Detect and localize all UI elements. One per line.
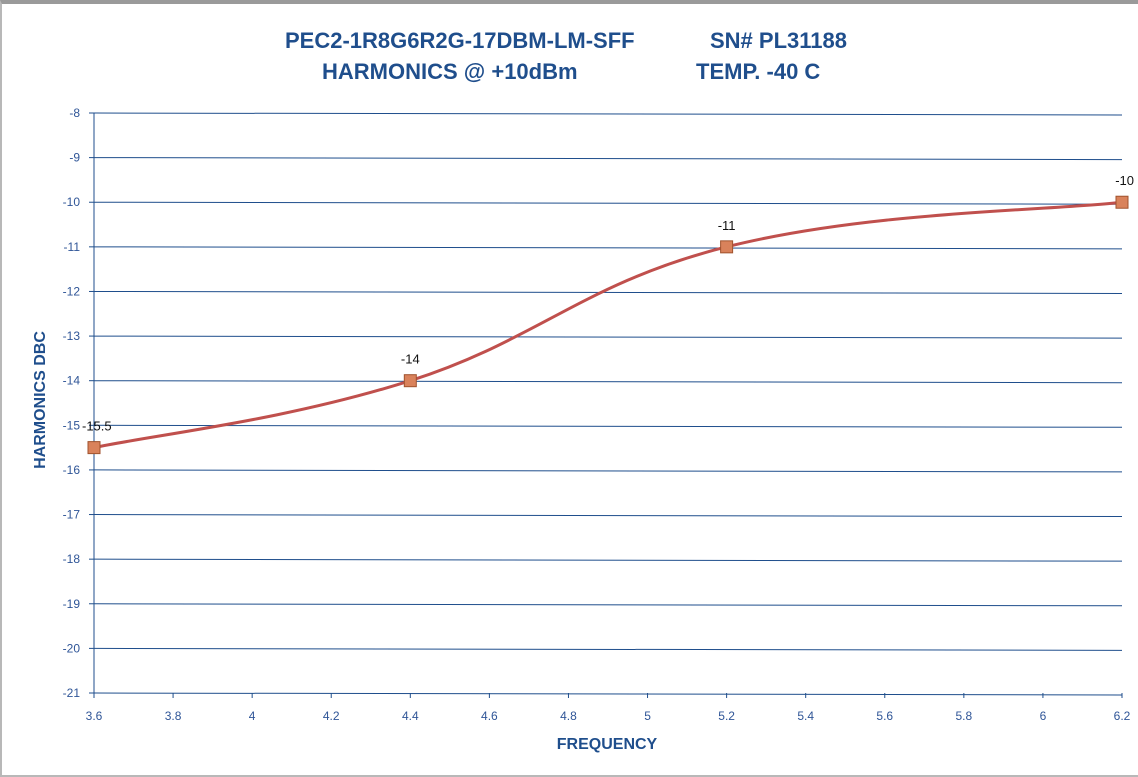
grid-line xyxy=(93,290,1123,294)
x-axis-title: FREQUENCY xyxy=(557,736,658,753)
grid-line xyxy=(93,469,1123,473)
data-label: -15.5 xyxy=(82,419,112,434)
x-tick-label: 4.6 xyxy=(481,709,498,723)
y-tick-label: -16 xyxy=(63,463,81,477)
x-tick-label: 4.2 xyxy=(323,709,340,723)
grid-line xyxy=(93,246,1123,250)
grid-line xyxy=(93,647,1123,651)
x-tick-label: 5.4 xyxy=(797,709,814,723)
y-tick-label: -15 xyxy=(63,418,81,432)
series-layer: -15.5 -14 -11 -10 xyxy=(82,173,1134,455)
y-tick-label: -21 xyxy=(63,686,81,700)
y-tick-label: -17 xyxy=(63,508,81,522)
grid-line xyxy=(93,380,1123,384)
x-tick-label: 5.2 xyxy=(718,709,735,723)
x-tick-label: 6 xyxy=(1040,709,1047,723)
data-point-marker xyxy=(87,441,101,455)
data-point-marker xyxy=(1115,195,1129,209)
data-label: -10 xyxy=(1115,173,1134,188)
chart-title-line2-right: TEMP. -40 C xyxy=(696,59,820,84)
y-tick-label: -20 xyxy=(63,641,81,655)
grid-line xyxy=(93,692,1123,696)
y-tick-label: -12 xyxy=(63,284,81,298)
data-point-marker xyxy=(720,240,734,254)
grid-line xyxy=(93,201,1123,205)
y-tick-label: -10 xyxy=(63,195,81,209)
grid-line xyxy=(93,335,1123,339)
x-tick-label: 6.2 xyxy=(1114,709,1131,723)
y-tick-label: -19 xyxy=(63,597,81,611)
x-tick-label: 5.8 xyxy=(956,709,973,723)
x-tick-label: 3.6 xyxy=(86,709,103,723)
y-tick-label: -11 xyxy=(64,240,81,254)
grid-line xyxy=(93,157,1123,161)
chart-title-line1-right: SN# PL31188 xyxy=(710,28,847,53)
data-point-marker xyxy=(403,374,417,388)
x-tick-label: 3.8 xyxy=(165,709,182,723)
chart-title-line1-left: PEC2-1R8G6R2G-17DBM-LM-SFF xyxy=(285,28,635,53)
y-tick-label: -18 xyxy=(63,552,81,566)
x-tick-label: 5.6 xyxy=(876,709,893,723)
y-tick-label: -13 xyxy=(63,329,81,343)
grid-line xyxy=(93,424,1123,428)
y-tick-label: -8 xyxy=(69,106,80,120)
x-tick-label: 5 xyxy=(644,709,651,723)
series-line xyxy=(92,200,1124,450)
y-axis-title: HARMONICS DBC xyxy=(32,331,49,469)
data-label: -14 xyxy=(401,352,420,367)
x-tick-labels: 3.6 3.8 4 4.2 4.4 4.6 4.8 5 5.2 5.4 5.6 5.8 6 6.2 xyxy=(86,709,1131,723)
chart-title-line2-left: HARMONICS @ +10dBm xyxy=(322,59,578,84)
x-tick-label: 4 xyxy=(249,709,256,723)
y-tick-labels: -8 -9 -10 -11 -12 -13 -14 -15 -16 -17 -18 -19 -20 -21 xyxy=(63,106,81,700)
grid-lines xyxy=(89,112,1123,698)
y-tick-label: -9 xyxy=(69,151,80,165)
y-tick-label: -14 xyxy=(63,374,81,388)
grid-line xyxy=(93,558,1123,562)
x-tick-label: 4.8 xyxy=(560,709,577,723)
data-label: -11 xyxy=(718,218,736,233)
grid-line xyxy=(93,603,1123,607)
grid-line xyxy=(93,514,1123,518)
grid-line xyxy=(93,112,1123,116)
x-tick-label: 4.4 xyxy=(402,709,419,723)
